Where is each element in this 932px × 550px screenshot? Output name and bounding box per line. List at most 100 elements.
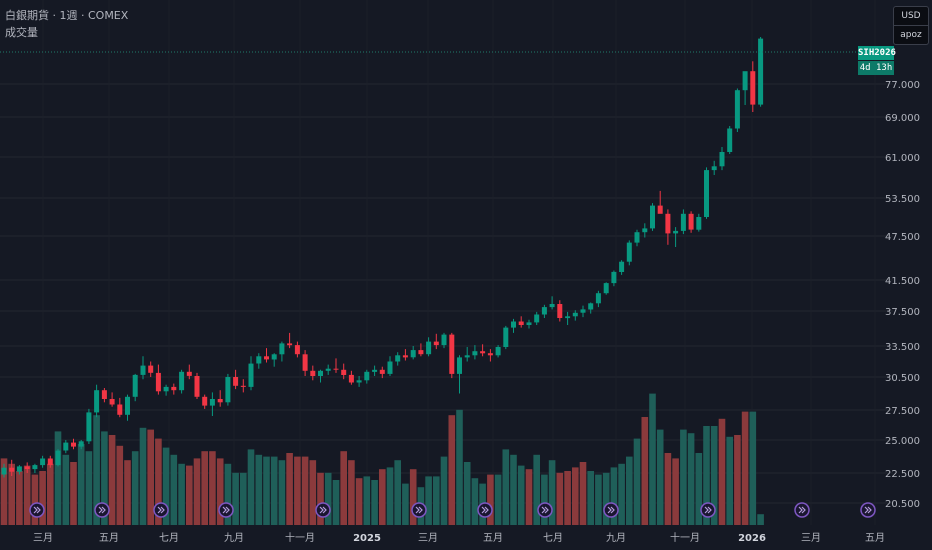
volume-bar bbox=[517, 465, 525, 525]
price-tick-label: 69.000 bbox=[885, 113, 920, 124]
volume-bar bbox=[77, 444, 85, 525]
volume-bar bbox=[703, 426, 710, 525]
candle-body bbox=[302, 354, 308, 371]
candle-body bbox=[341, 369, 347, 375]
candle-body bbox=[248, 363, 254, 387]
candle-body bbox=[148, 365, 154, 373]
volume-bar bbox=[494, 474, 502, 525]
price-tick-label: 22.500 bbox=[885, 469, 920, 480]
volume-bar bbox=[641, 417, 649, 525]
volume-bar bbox=[626, 456, 633, 525]
chevron-right-icon bbox=[607, 506, 615, 514]
price-tick-label: 27.500 bbox=[885, 406, 920, 417]
volume-bars bbox=[0, 393, 764, 525]
candle-body bbox=[194, 376, 200, 397]
volume-bar bbox=[193, 458, 201, 525]
chevron-right-icon bbox=[541, 506, 549, 514]
candle-body bbox=[356, 380, 362, 383]
price-tick-label: 77.000 bbox=[885, 80, 920, 91]
time-axis[interactable]: 三月 五月 七月 九月 十一月 2025 三月 五月 七月 九月 十一月 2026 三月 五月 bbox=[33, 531, 885, 544]
candle-body bbox=[433, 341, 439, 346]
volume-bar bbox=[618, 463, 625, 525]
volume-bar bbox=[332, 480, 340, 525]
volume-bar bbox=[595, 474, 602, 525]
unit-sub-button[interactable]: apoz bbox=[893, 26, 929, 45]
candle-body bbox=[457, 357, 462, 374]
volume-bar bbox=[340, 451, 347, 525]
volume-bar bbox=[394, 460, 401, 525]
candle-body bbox=[348, 374, 354, 383]
candle-body bbox=[449, 334, 455, 374]
symbol-title[interactable]: 白銀期貨 · 1週 · COMEX bbox=[5, 9, 129, 22]
volume-bar bbox=[680, 429, 687, 525]
volume-bar bbox=[16, 471, 23, 525]
price-tick-label: 20.500 bbox=[885, 499, 920, 510]
candle-body bbox=[1, 467, 7, 475]
price-axis[interactable]: 20.500 22.500 25.000 27.500 30.500 33.500 37.5… bbox=[885, 80, 920, 510]
chevron-right-icon bbox=[415, 506, 423, 514]
time-tick-label: 十一月 bbox=[670, 531, 700, 544]
candle-body bbox=[132, 374, 138, 397]
volume-bar bbox=[564, 471, 571, 525]
candle-body bbox=[704, 170, 709, 217]
volume-bar bbox=[355, 478, 363, 525]
time-tick-label: 五月 bbox=[483, 532, 503, 544]
volume-bar bbox=[440, 456, 448, 525]
volume-bar bbox=[286, 453, 293, 525]
price-tick-label: 41.500 bbox=[885, 276, 920, 287]
chevron-right-icon bbox=[222, 506, 230, 514]
volume-bar bbox=[47, 463, 54, 525]
candle-body bbox=[47, 458, 53, 466]
candle-body bbox=[94, 390, 100, 413]
symbol-price-tag: SIH2026 bbox=[858, 46, 896, 60]
candle-body bbox=[155, 372, 161, 392]
time-tick-label: 三月 bbox=[801, 532, 821, 544]
candle-body bbox=[55, 450, 61, 466]
candle-body bbox=[580, 309, 586, 313]
chevron-right-icon bbox=[704, 506, 712, 514]
chevron-right-icon bbox=[798, 506, 806, 514]
volume-bar bbox=[734, 435, 741, 525]
volume-indicator-label[interactable]: 成交量 bbox=[5, 26, 38, 39]
chevron-right-icon bbox=[864, 506, 872, 514]
volume-bar bbox=[687, 433, 695, 525]
volume-bar bbox=[548, 460, 556, 525]
candle-body bbox=[333, 368, 339, 370]
price-tick-label: 53.500 bbox=[885, 194, 920, 205]
price-tick-label: 25.000 bbox=[885, 436, 920, 447]
candle-body bbox=[673, 230, 679, 234]
candle-body bbox=[318, 370, 323, 376]
candle-body bbox=[650, 205, 655, 229]
volume-bar bbox=[108, 435, 116, 525]
volume-bar bbox=[270, 456, 278, 525]
volume-bar bbox=[386, 467, 394, 525]
candle-body bbox=[24, 466, 30, 469]
currency-unit-button[interactable]: USD bbox=[893, 6, 929, 26]
volume-bar bbox=[348, 460, 355, 525]
candle-body bbox=[511, 321, 516, 328]
volume-bar bbox=[757, 514, 764, 525]
candle-body bbox=[264, 356, 269, 360]
candle-body bbox=[441, 334, 447, 346]
event-markers[interactable] bbox=[29, 502, 876, 518]
volume-bar bbox=[54, 431, 62, 525]
candle-body bbox=[63, 442, 69, 451]
time-tick-label: 七月 bbox=[543, 532, 563, 544]
volume-bar bbox=[263, 456, 270, 525]
volume-bar bbox=[186, 465, 193, 525]
time-tick-label: 九月 bbox=[224, 532, 244, 544]
candlesticks bbox=[1, 37, 764, 478]
volume-bar bbox=[294, 456, 301, 525]
candle-body bbox=[557, 304, 563, 318]
candle-body bbox=[750, 71, 756, 105]
volume-bar bbox=[309, 460, 317, 525]
candle-body bbox=[40, 458, 46, 466]
candle-body bbox=[665, 213, 671, 234]
candle-body bbox=[372, 369, 378, 372]
grid-lines bbox=[0, 83, 893, 504]
chevron-right-icon bbox=[157, 506, 165, 514]
volume-bar bbox=[718, 418, 726, 525]
candle-body bbox=[125, 396, 130, 415]
volume-bar bbox=[672, 458, 679, 525]
